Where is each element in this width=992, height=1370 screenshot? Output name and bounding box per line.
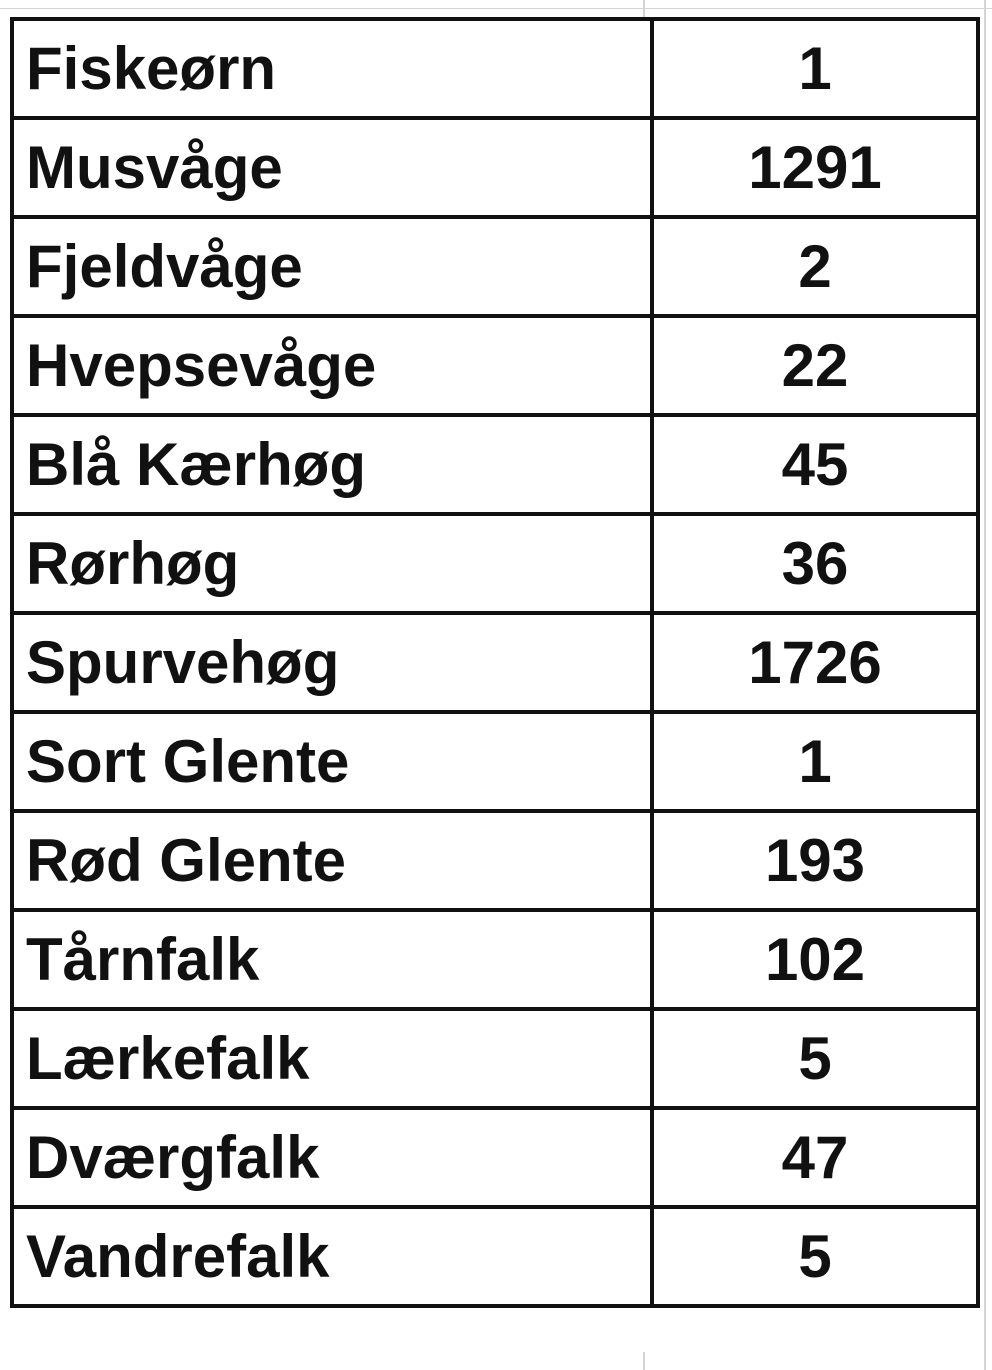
table-row: Rød Glente 193 (10, 809, 980, 912)
count-cell[interactable]: 1726 (650, 611, 980, 714)
species-cell[interactable]: Lærkefalk (10, 1007, 654, 1110)
gridline (643, 1352, 645, 1370)
species-cell[interactable]: Fjeldvåge (10, 215, 654, 318)
table-row: Fiskeørn 1 (10, 17, 980, 120)
count-cell[interactable]: 22 (650, 314, 980, 417)
table-row: Lærkefalk 5 (10, 1007, 980, 1110)
species-cell[interactable]: Tårnfalk (10, 908, 654, 1011)
count-cell[interactable]: 5 (650, 1205, 980, 1308)
count-cell[interactable]: 1291 (650, 116, 980, 219)
table-row: Hvepsevåge 22 (10, 314, 980, 417)
species-cell[interactable]: Spurvehøg (10, 611, 654, 714)
table-row: Vandrefalk 5 (10, 1205, 980, 1308)
species-cell[interactable]: Dværgfalk (10, 1106, 654, 1209)
table-row: Tårnfalk 102 (10, 908, 980, 1011)
count-cell[interactable]: 36 (650, 512, 980, 615)
species-cell[interactable]: Fiskeørn (10, 17, 654, 120)
gridline (984, 0, 986, 1370)
count-cell[interactable]: 1 (650, 710, 980, 813)
species-cell[interactable]: Rød Glente (10, 809, 654, 912)
table-row: Blå Kærhøg 45 (10, 413, 980, 516)
species-cell[interactable]: Sort Glente (10, 710, 654, 813)
species-cell[interactable]: Rørhøg (10, 512, 654, 615)
count-cell[interactable]: 193 (650, 809, 980, 912)
gridline (0, 8, 992, 9)
species-cell[interactable]: Hvepsevåge (10, 314, 654, 417)
table-row: Dværgfalk 47 (10, 1106, 980, 1209)
table-row: Spurvehøg 1726 (10, 611, 980, 714)
species-cell[interactable]: Vandrefalk (10, 1205, 654, 1308)
count-cell[interactable]: 1 (650, 17, 980, 120)
species-cell[interactable]: Blå Kærhøg (10, 413, 654, 516)
spreadsheet-table: Fiskeørn 1 Musvåge 1291 Fjeldvåge 2 Hvepsevåge… (10, 17, 980, 1308)
count-cell[interactable]: 2 (650, 215, 980, 318)
count-cell[interactable]: 102 (650, 908, 980, 1011)
species-cell[interactable]: Musvåge (10, 116, 654, 219)
count-cell[interactable]: 5 (650, 1007, 980, 1110)
table-row: Rørhøg 36 (10, 512, 980, 615)
table-row: Sort Glente 1 (10, 710, 980, 813)
count-cell[interactable]: 45 (650, 413, 980, 516)
table-row: Musvåge 1291 (10, 116, 980, 219)
table-row: Fjeldvåge 2 (10, 215, 980, 318)
count-cell[interactable]: 47 (650, 1106, 980, 1209)
